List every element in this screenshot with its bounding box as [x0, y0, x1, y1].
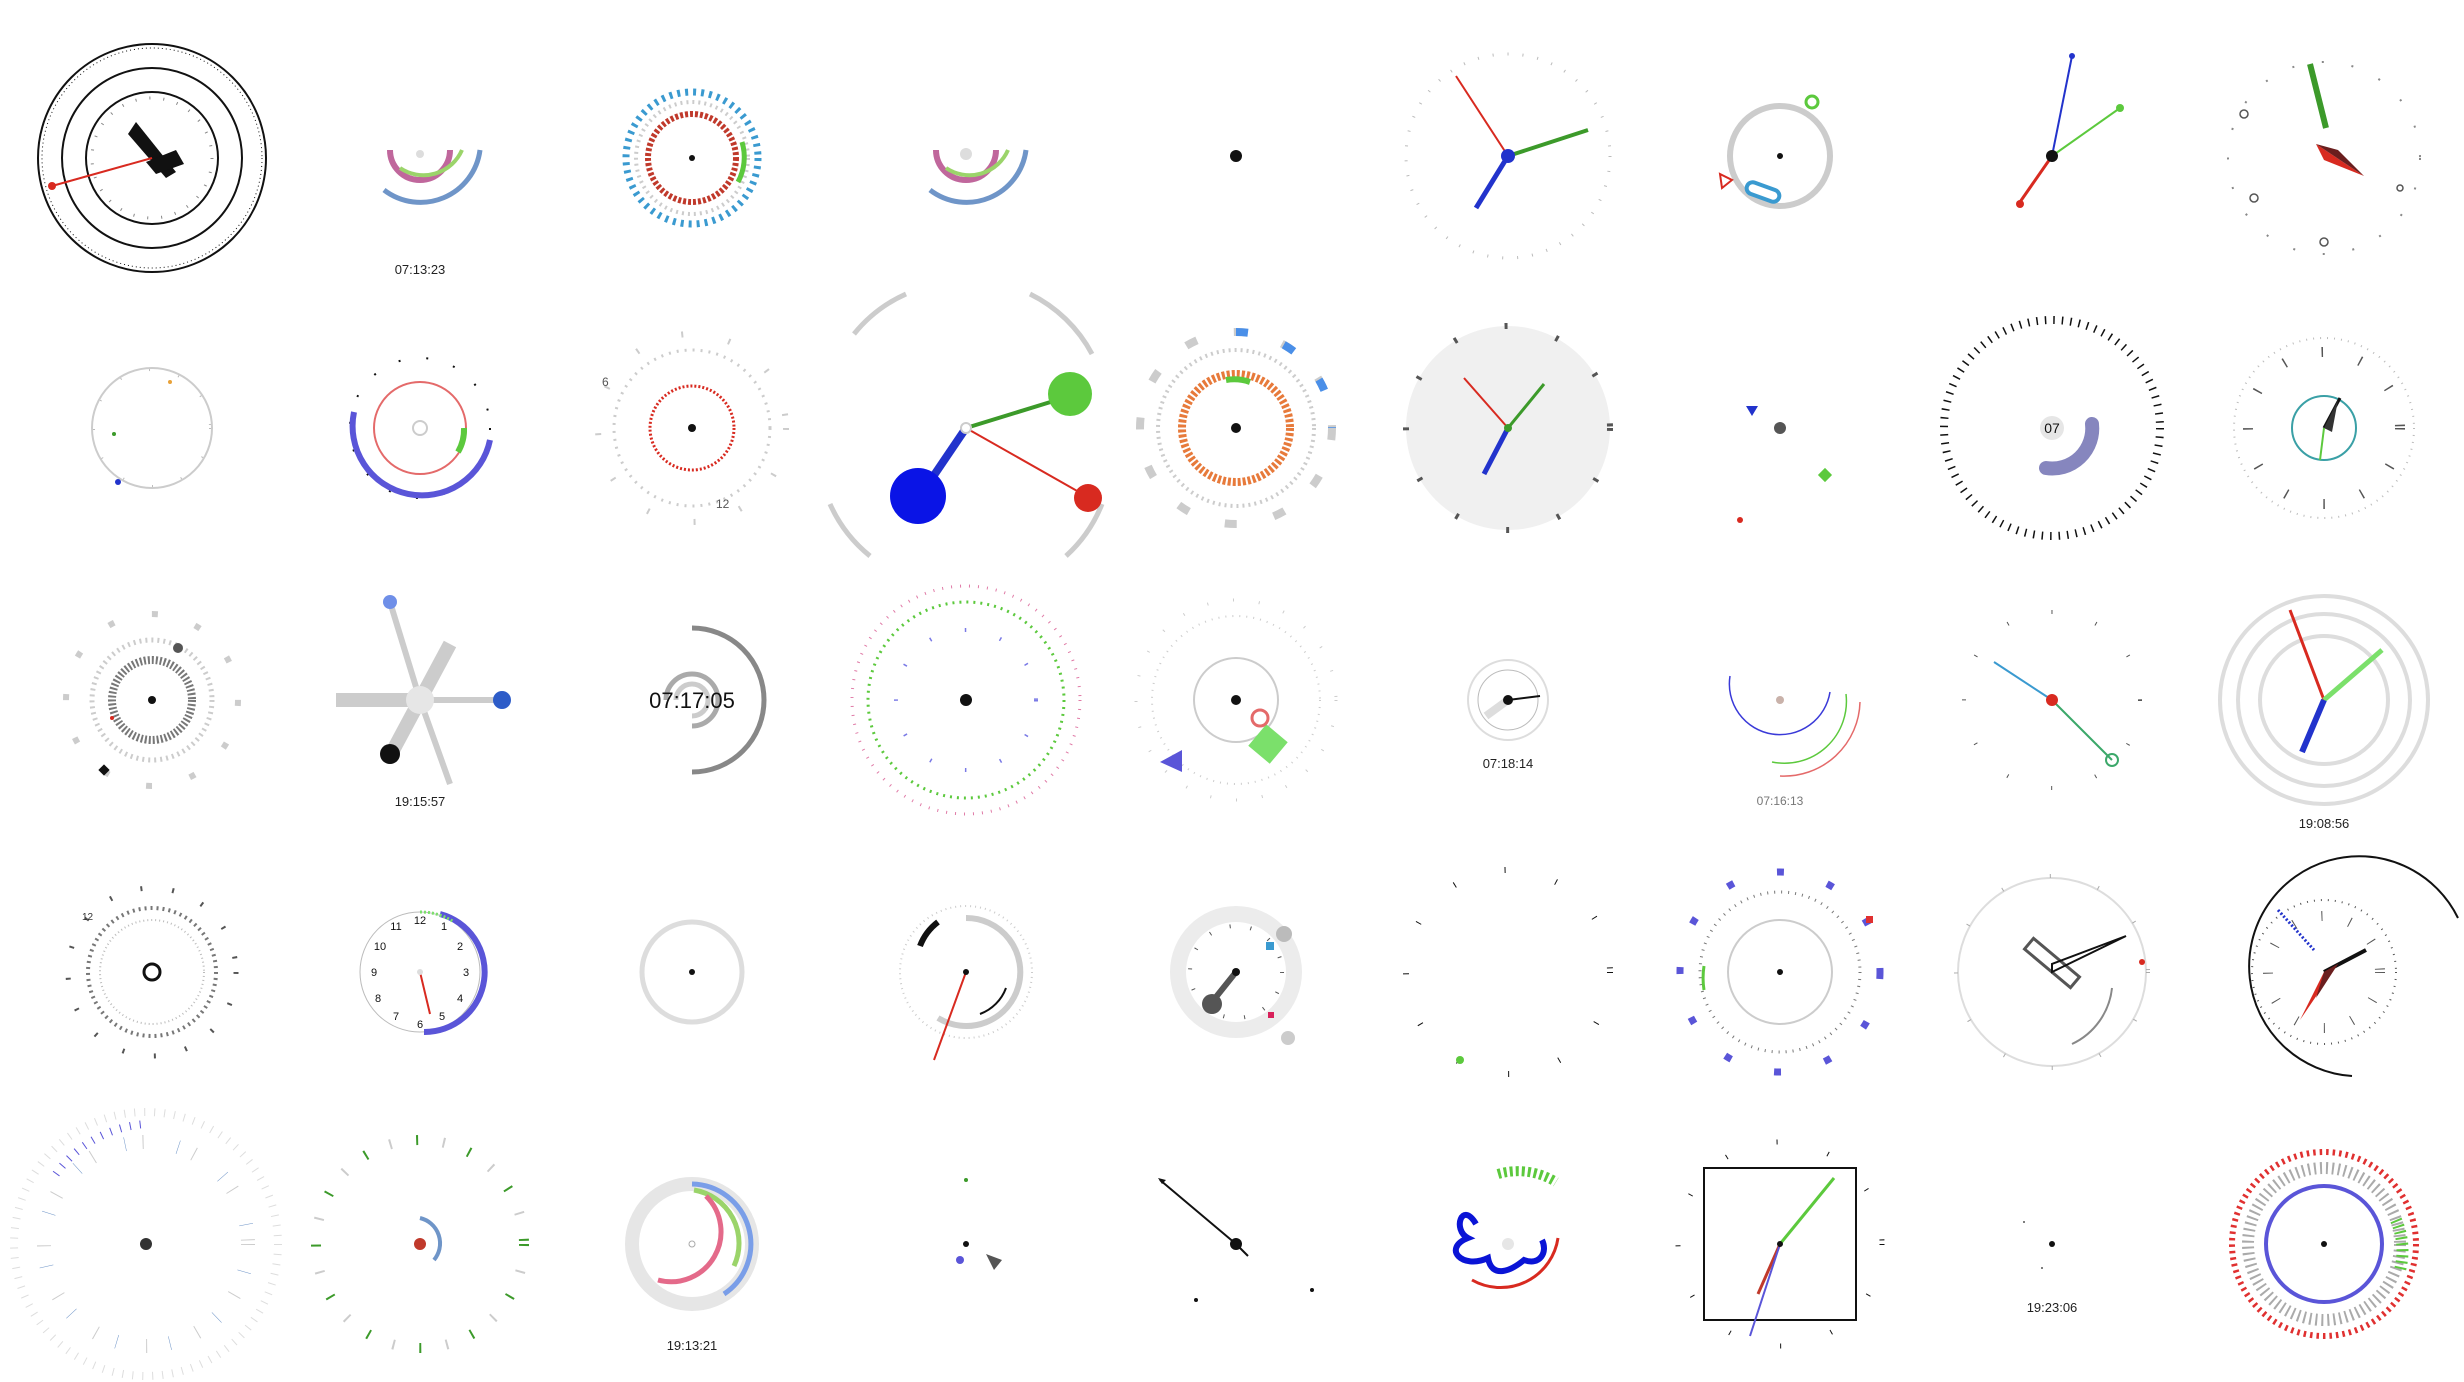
clock-21: 07:17:05	[556, 566, 828, 838]
dial-number-11: 11	[390, 921, 401, 933]
clock-17-hour: 07	[2044, 420, 2060, 436]
dial-number-10: 10	[374, 941, 386, 953]
clock-24: 07:18:14	[1372, 566, 1644, 838]
dial-number-12: 12	[82, 912, 94, 923]
clock-33	[1372, 838, 1644, 1110]
clock-40	[830, 1110, 1102, 1382]
dial-number-12: 12	[716, 497, 730, 511]
clock-45	[2188, 1110, 2460, 1382]
dial-number-5: 5	[439, 1011, 445, 1023]
clock-13	[827, 291, 1105, 566]
clock-24-time: 07:18:14	[1482, 756, 1534, 771]
clock-17: 07	[1916, 294, 2188, 566]
clock-2-time: 07:13:23	[394, 262, 446, 277]
clock-15	[1372, 294, 1644, 566]
clock-28: 12	[16, 838, 288, 1110]
clock-12: 12 6	[556, 294, 828, 566]
clock-9	[2188, 22, 2460, 294]
clock-6	[1372, 22, 1644, 294]
clock-7	[1644, 22, 1916, 294]
clock-34	[1644, 838, 1916, 1110]
clock-22	[830, 566, 1102, 838]
dial-number-7: 7	[393, 1011, 399, 1023]
clock-14	[1100, 294, 1372, 566]
clock-30	[556, 838, 828, 1110]
clock-43	[1644, 1110, 1916, 1382]
clock-39-time: 19:13:21	[666, 1338, 718, 1353]
clock-4	[830, 22, 1102, 294]
clock-38	[284, 1110, 556, 1382]
clock-16	[1644, 294, 1916, 566]
clock-21-time: 07:17:05	[649, 688, 735, 713]
clock-25: 07:16:13	[1644, 566, 1916, 838]
dial-number-3: 3	[463, 967, 469, 979]
clock-44-time: 19:23:06	[2026, 1300, 2078, 1315]
clock-27: 19:08:56	[2188, 566, 2460, 838]
clock-42	[1372, 1110, 1644, 1382]
clock-19	[16, 566, 288, 838]
dial-number-1: 1	[441, 921, 447, 933]
clock-3	[556, 22, 828, 294]
dial-number-7: 6	[602, 375, 609, 389]
clock-20: 19:15:57	[284, 566, 556, 838]
clock-41	[1100, 1110, 1372, 1382]
clock-18	[2188, 294, 2460, 566]
dial-number-4: 4	[457, 993, 463, 1005]
clock-26	[1916, 566, 2188, 838]
dial-number-8: 8	[375, 993, 381, 1005]
clock-5	[1100, 22, 1372, 294]
dial-number-6: 6	[417, 1019, 423, 1031]
clock-10	[16, 294, 288, 566]
clock-25-time: 07:16:13	[1756, 794, 1804, 808]
clock-44: 19:23:06	[1916, 1110, 2188, 1382]
clock-27-time: 19:08:56	[2298, 816, 2350, 831]
clock-1	[16, 22, 288, 294]
clock-39: 19:13:21	[556, 1110, 828, 1382]
clock-35	[1916, 838, 2188, 1110]
clock-36	[2188, 838, 2460, 1110]
clock-20-time: 19:15:57	[394, 794, 446, 809]
clock-8	[1916, 22, 2188, 294]
clock-31	[830, 838, 1102, 1110]
clock-2: 07:13:23	[284, 22, 556, 294]
dial-number-12: 12	[414, 915, 426, 927]
clock-29: 12 1 2 3 4 5 6 7 8 9 10 11	[284, 838, 556, 1110]
clock-11	[284, 294, 556, 566]
dial-number-2: 2	[457, 941, 463, 953]
clock-23	[1100, 566, 1372, 838]
dial-number-9: 9	[371, 967, 377, 979]
clock-37	[10, 1108, 288, 1382]
clock-32	[1100, 838, 1372, 1110]
